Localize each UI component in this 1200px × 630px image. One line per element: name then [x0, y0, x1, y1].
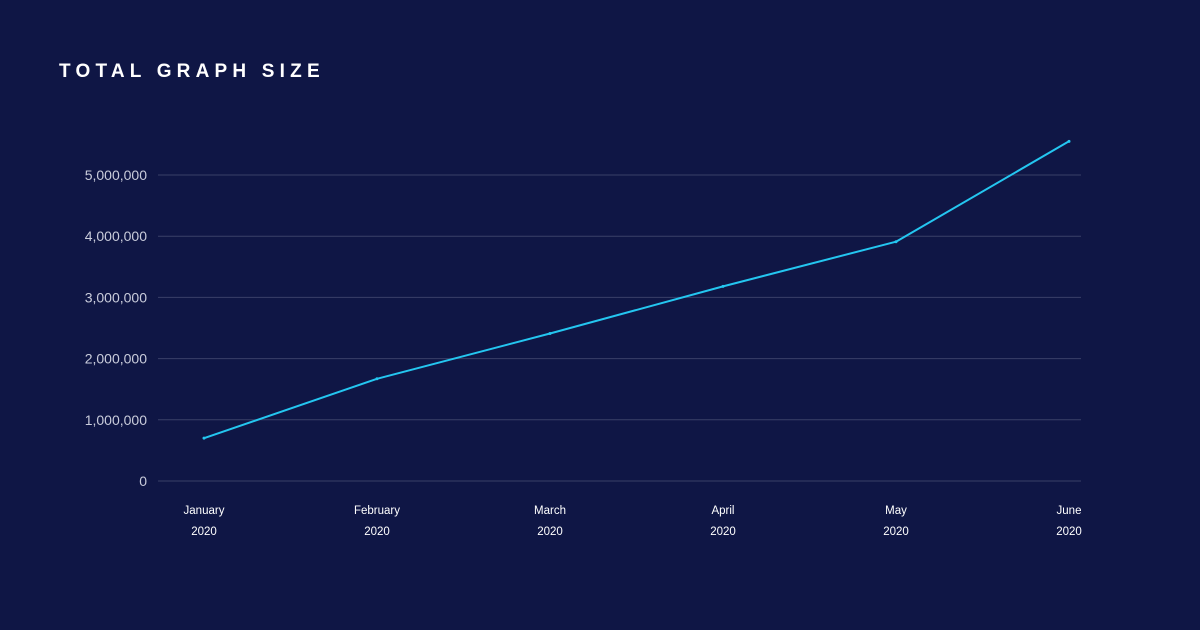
x-axis-ticks: January 2020 February 2020 March 2020 April 202…	[184, 505, 1082, 538]
y-tick-label: 3,000,000	[85, 289, 147, 305]
x-tick-year: 2020	[191, 526, 217, 538]
series-line	[203, 140, 1070, 440]
x-tick-month: March	[534, 505, 566, 517]
x-tick-label: June 2020	[1056, 505, 1082, 538]
data-point	[375, 377, 379, 381]
x-tick-label: January 2020	[184, 505, 225, 538]
chart-title: TOTAL GRAPH SIZE	[59, 61, 325, 82]
x-tick-year: 2020	[364, 526, 390, 538]
y-tick-label: 0	[139, 473, 147, 489]
data-point	[548, 332, 552, 336]
data-point	[721, 284, 725, 288]
x-tick-year: 2020	[537, 526, 563, 538]
grid-lines	[158, 174, 1081, 482]
y-tick-label: 2,000,000	[85, 351, 147, 367]
y-tick-label: 5,000,000	[85, 167, 147, 183]
x-tick-label: May 2020	[883, 505, 909, 538]
x-tick-label: February 2020	[354, 505, 400, 538]
y-tick-label: 4,000,000	[85, 228, 147, 244]
y-tick-label: 1,000,000	[85, 412, 147, 428]
x-tick-month: May	[885, 505, 907, 517]
x-tick-month: February	[354, 505, 400, 517]
x-tick-label: April 2020	[710, 505, 736, 538]
x-tick-year: 2020	[710, 526, 736, 538]
x-tick-year: 2020	[883, 526, 909, 538]
series-layer	[202, 139, 1071, 440]
x-tick-month: April	[711, 505, 734, 517]
data-point	[894, 240, 898, 244]
x-tick-label: March 2020	[534, 505, 566, 538]
x-tick-month: January	[184, 505, 225, 517]
x-tick-year: 2020	[1056, 526, 1082, 538]
x-tick-month: June	[1057, 505, 1082, 517]
data-point	[202, 436, 206, 440]
y-axis-ticks: 0 1,000,000 2,000,000 3,000,000 4,000,000 5,0…	[85, 167, 148, 489]
data-point	[1067, 139, 1071, 143]
